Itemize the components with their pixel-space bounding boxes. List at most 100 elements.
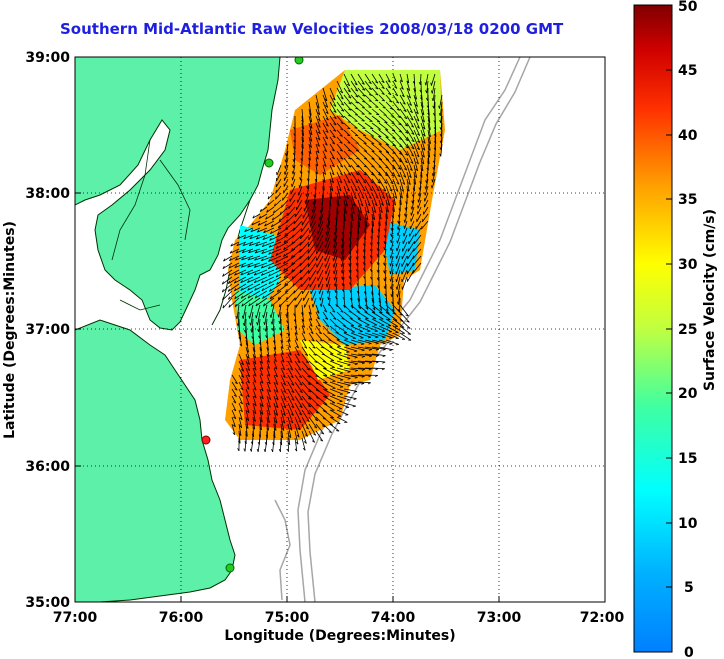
velocity-vector: [357, 360, 372, 363]
velocity-vector: [287, 339, 291, 348]
velocity-vector: [301, 213, 310, 226]
velocity-vector: [371, 304, 383, 314]
velocity-vector: [333, 241, 338, 255]
velocity-vector-head: [432, 112, 436, 116]
velocity-vector: [399, 332, 412, 341]
velocity-vector: [322, 150, 327, 159]
velocity-vector-head: [257, 222, 261, 226]
velocity-vector: [336, 311, 345, 320]
velocity-vector: [385, 129, 396, 139]
velocity-vector-head: [355, 107, 359, 110]
velocity-vector-head: [295, 345, 299, 349]
velocity-vector-head: [247, 264, 250, 268]
velocity-vector: [316, 241, 324, 255]
velocity-vector-head: [309, 138, 313, 142]
velocity-vector-head: [241, 369, 245, 372]
velocity-vector-head: [318, 217, 321, 221]
velocity-vector-head: [248, 243, 252, 246]
velocity-vector-head: [332, 258, 334, 262]
velocity-vector-head: [395, 101, 399, 104]
velocity-vector-head: [269, 237, 272, 241]
velocity-vector-head: [340, 251, 343, 255]
velocity-vector-head: [233, 416, 237, 420]
velocity-vector: [385, 213, 387, 226]
velocity-vector: [259, 374, 264, 384]
velocity-vector-head: [422, 133, 426, 137]
velocity-vector: [280, 367, 286, 378]
velocity-vector: [336, 157, 344, 168]
velocity-vector-head: [283, 268, 286, 272]
velocity-vector: [248, 297, 261, 307]
velocity-vector: [343, 108, 352, 117]
velocity-vector-head: [347, 385, 351, 387]
velocity-vector: [266, 353, 270, 363]
velocity-vector-head: [400, 195, 403, 199]
velocity-vector: [303, 290, 310, 301]
velocity-vector-head: [375, 368, 379, 371]
velocity-vector: [273, 332, 276, 344]
velocity-vector: [343, 143, 352, 152]
velocity-vector: [357, 213, 361, 228]
velocity-vector-head: [340, 310, 344, 313]
velocity-vector: [336, 122, 344, 131]
velocity-vector: [364, 353, 379, 356]
velocity-vector: [315, 416, 326, 427]
velocity-vector-head: [422, 126, 426, 130]
velocity-vector: [322, 346, 334, 355]
velocity-vector: [229, 255, 240, 262]
velocity-vector: [266, 346, 270, 357]
velocity-vector: [343, 339, 357, 346]
velocity-vector-head: [285, 313, 288, 317]
velocity-vector-head: [383, 114, 387, 116]
velocity-vector-head: [376, 113, 380, 116]
velocity-vector-head: [253, 367, 257, 371]
velocity-vector-head: [408, 175, 412, 178]
velocity-vector: [350, 73, 358, 86]
velocity-vector-head: [246, 356, 250, 359]
velocity-vector-head: [397, 220, 400, 224]
velocity-vector: [336, 381, 351, 386]
velocity-vector-head: [375, 106, 379, 108]
velocity-vector: [301, 374, 311, 385]
velocity-vector: [285, 220, 296, 230]
velocity-vector-head: [232, 432, 236, 436]
velocity-vector-head: [338, 188, 342, 192]
velocity-vector-head: [354, 370, 358, 372]
velocity-vector-head: [258, 215, 261, 219]
velocity-vector-head: [389, 270, 391, 275]
velocity-vector: [357, 129, 367, 137]
velocity-vector: [364, 255, 366, 265]
velocity-vector: [273, 346, 277, 356]
velocity-vector: [325, 262, 331, 275]
velocity-vector: [432, 171, 436, 183]
velocity-vector-head: [368, 113, 372, 115]
velocity-vector: [329, 94, 337, 107]
velocity-vector-head: [383, 246, 386, 251]
velocity-vector: [240, 290, 254, 299]
velocity-vector-head: [340, 97, 344, 100]
velocity-vector: [392, 206, 394, 219]
velocity-vector: [322, 416, 333, 426]
velocity-vector-head: [354, 114, 358, 116]
velocity-vector: [266, 402, 271, 416]
velocity-vector-head: [405, 314, 409, 317]
velocity-vector-head: [234, 303, 237, 307]
velocity-vector-head: [234, 288, 237, 292]
velocity-vector: [377, 241, 380, 251]
velocity-vector-head: [268, 281, 271, 285]
velocity-vector: [315, 143, 320, 154]
velocity-vector-head: [271, 328, 274, 332]
velocity-vector: [350, 185, 357, 199]
velocity-vector-head: [274, 420, 278, 424]
velocity-vector: [329, 367, 344, 374]
velocity-vector: [371, 290, 375, 303]
velocity-vector: [341, 248, 345, 261]
velocity-vector: [371, 164, 382, 176]
velocity-vector-head: [366, 210, 370, 214]
velocity-vector: [412, 255, 422, 267]
velocity-vector-head: [291, 248, 293, 252]
velocity-vector: [259, 367, 263, 376]
velocity-vector: [280, 374, 287, 386]
velocity-vector-head: [382, 336, 386, 339]
velocity-vector: [357, 185, 365, 199]
